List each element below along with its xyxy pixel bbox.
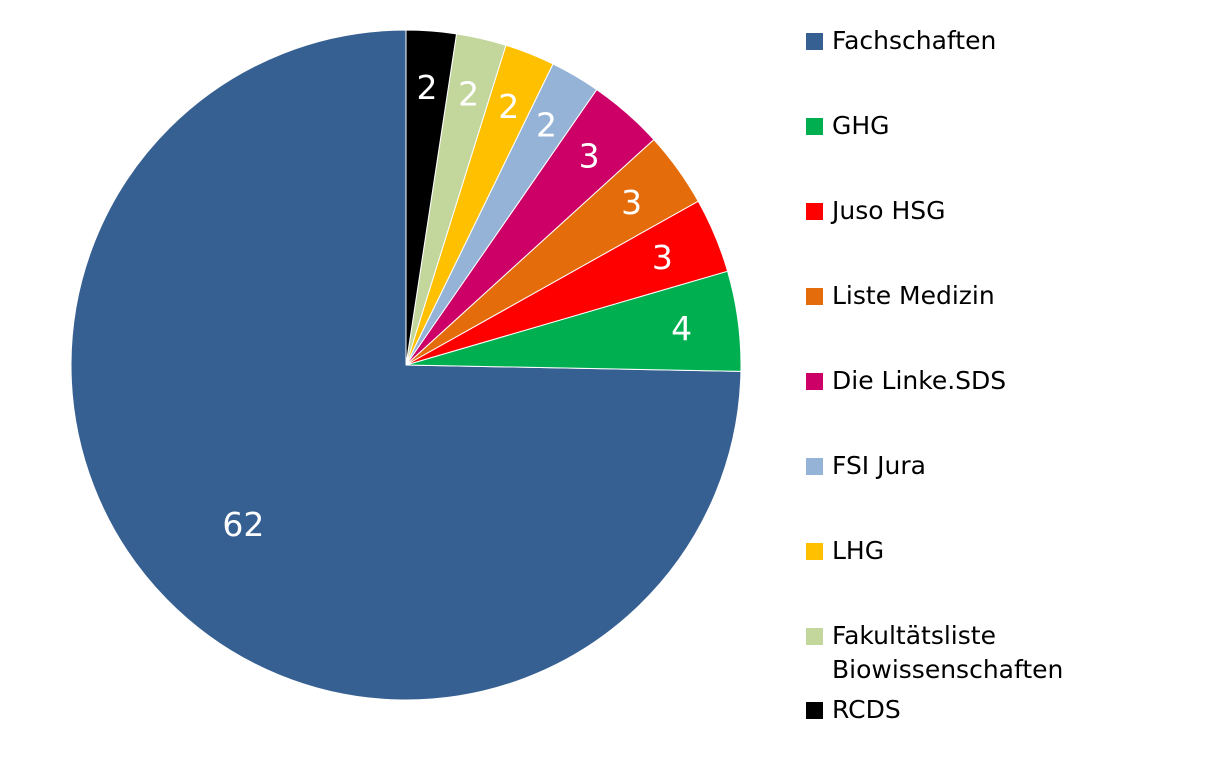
legend-label: Fachschaften	[832, 26, 997, 55]
legend-label: RCDS	[832, 695, 901, 724]
legend: Fachschaften GHG Juso HSG Liste Medizin Die …	[806, 24, 1206, 778]
legend-item-fakult-tsliste-biowissenschaften: Fakultätsliste Biowissenschaften	[806, 619, 1206, 687]
legend-item-lhg: LHG	[806, 534, 1206, 568]
pie-chart: 62 4 3 3 3 2 2 2 2 Fachschaften GHG Juso HSG Liste …	[70, 26, 1063, 724]
legend-swatch	[806, 33, 823, 50]
pie-slice-rcds	[405, 29, 458, 366]
legend-swatch	[806, 118, 823, 135]
data-label-fachschaften: 62	[222, 505, 264, 544]
legend-swatch	[806, 203, 823, 220]
legend-label: Juso HSG	[832, 196, 946, 225]
legend-swatch	[806, 373, 823, 390]
legend-item-juso-hsg: Juso HSG	[806, 194, 1206, 228]
legend-item-rcds: RCDS	[806, 693, 1206, 727]
legend-swatch	[806, 628, 823, 645]
legend-swatch	[806, 702, 823, 719]
data-label-liste-medizin: 3	[621, 183, 642, 222]
data-label-juso-hsg: 3	[652, 238, 673, 277]
legend-item-fachschaften: Fachschaften	[806, 24, 1206, 58]
data-label-ghg: 4	[671, 309, 692, 348]
legend-label: GHG	[832, 111, 890, 140]
legend-label: Fakultätsliste Biowissenschaften	[832, 621, 1064, 684]
legend-item-liste-medizin: Liste Medizin	[806, 279, 1206, 313]
data-label-die-linke-sds: 3	[579, 136, 600, 175]
legend-label: FSI Jura	[832, 451, 926, 480]
legend-swatch	[806, 288, 823, 305]
legend-label: Die Linke.SDS	[832, 366, 1007, 395]
data-label-rcds: 2	[417, 68, 438, 107]
legend-swatch	[806, 458, 823, 475]
data-label-lhg: 2	[498, 87, 519, 126]
data-label-fsi-jura: 2	[536, 106, 557, 145]
data-label-fakult-tsliste-biowissenschaften: 2	[458, 75, 479, 114]
legend-label: Liste Medizin	[832, 281, 995, 310]
legend-item-die-linke-sds: Die Linke.SDS	[806, 364, 1206, 398]
legend-item-fsi-jura: FSI Jura	[806, 449, 1206, 483]
legend-item-ghg: GHG	[806, 109, 1206, 143]
legend-swatch	[806, 543, 823, 560]
legend-label: LHG	[832, 536, 885, 565]
